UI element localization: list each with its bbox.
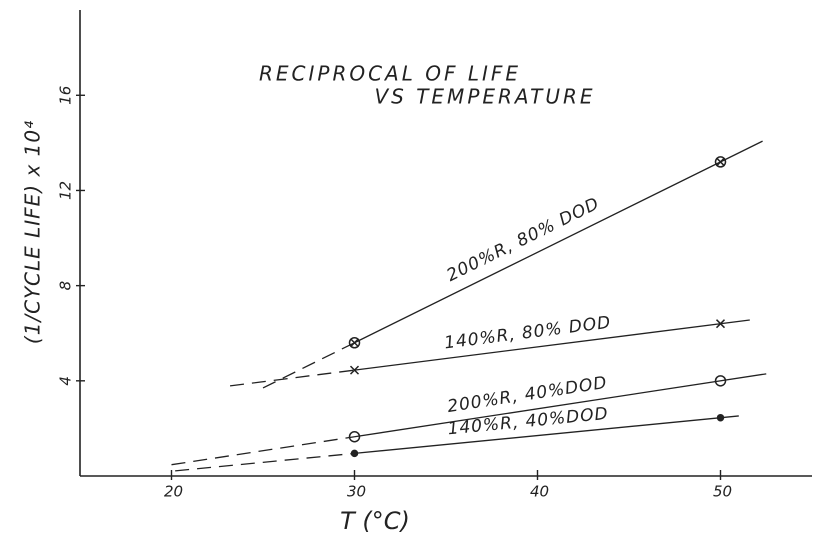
x-tick-label: 40 [530,483,549,501]
y-tick-label: 12 [57,181,75,200]
y-tick-label: 16 [57,86,75,105]
series-label: 200%R, 80% DOD [444,194,603,286]
data-point [350,449,359,458]
y-tick-label: 8 [57,281,75,291]
chart-subtitle: VS TEMPERATURE [374,85,595,109]
trend-line [354,319,750,371]
x-tick-label: 50 [713,483,732,501]
data-point [348,336,361,349]
trend-extrapolation [171,436,355,466]
y-axis-label: (1/CYCLE LIFE) x 10⁴ [21,120,45,344]
x-axis-label: T (°C) [340,507,410,535]
data-point [716,413,725,422]
x-tick-label: 20 [164,483,183,501]
data-point [349,365,360,375]
trend-line [354,415,739,455]
data-point [714,156,727,168]
data-point [714,375,727,387]
trend-extrapolation [175,452,355,472]
series-label: 140%R, 80% DOD [443,313,612,354]
data-point [348,430,361,443]
trend-line [354,373,767,438]
trend-extrapolation [262,342,355,389]
trend-line [354,140,763,344]
chart-title: RECIPROCAL OF LIFE [259,62,521,86]
x-tick-label: 30 [347,483,366,501]
data-point [715,319,726,329]
y-tick-label: 4 [57,376,75,386]
trend-extrapolation [229,369,355,387]
